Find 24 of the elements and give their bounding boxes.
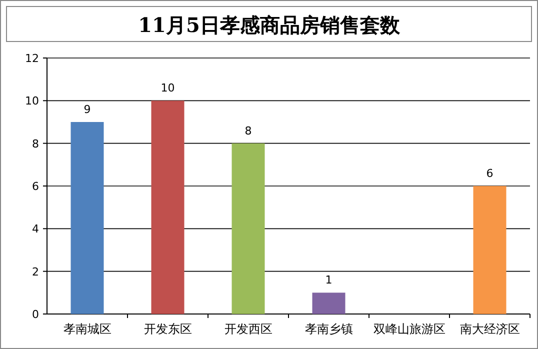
data-label: 6: [486, 167, 494, 180]
x-tick-label: 开发东区: [144, 322, 192, 336]
x-tick-label: 南大经济区: [460, 322, 520, 336]
data-label: 1: [325, 274, 332, 287]
y-tick-label: 0: [32, 308, 39, 321]
bar: [70, 122, 104, 314]
x-tick-label: 开发西区: [224, 322, 272, 336]
bar: [312, 292, 346, 314]
data-label: 8: [244, 124, 252, 138]
y-tick-label: 10: [25, 94, 39, 108]
x-tick-label: 孝南乡镇: [304, 322, 353, 336]
bar: [473, 186, 506, 314]
y-tick-label: 2: [32, 265, 39, 278]
y-tick-label: 6: [32, 180, 39, 193]
data-label: 10: [160, 82, 175, 95]
data-label: 9: [84, 103, 91, 116]
x-tick-label: 孝南城区: [63, 322, 112, 336]
y-tick-label: 4: [32, 222, 39, 236]
x-tick-label: 双峰山旅游区: [373, 322, 446, 336]
y-tick-label: 12: [25, 52, 39, 65]
y-tick-label: 8: [32, 137, 39, 150]
bar: [151, 100, 184, 314]
bar: [232, 143, 265, 314]
chart-title: 11月5日孝感商品房销售套数: [138, 13, 401, 37]
